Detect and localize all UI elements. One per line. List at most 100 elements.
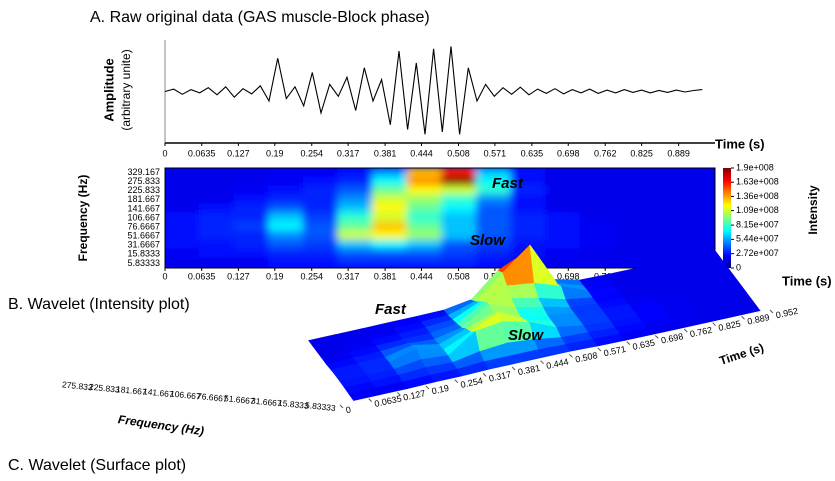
heat-cell <box>614 203 652 215</box>
heat-cell <box>165 168 201 179</box>
heat-cell <box>649 168 686 179</box>
heat-cell <box>337 185 374 197</box>
y-tick-label: 76.6667 <box>127 221 160 231</box>
heat-cell <box>579 230 617 242</box>
heat-cell <box>371 185 409 197</box>
heat-cell <box>475 230 513 242</box>
y-tick-label: 31.6667 <box>127 240 160 250</box>
heat-cell <box>545 239 582 251</box>
heat-cell <box>579 257 617 268</box>
heat-cell <box>302 212 340 224</box>
y-tick-label: 15.8333 <box>278 398 310 411</box>
surface-patch <box>727 304 761 318</box>
x-tick-label: 0.0635 <box>188 271 216 281</box>
heat-cell <box>614 221 652 233</box>
heat-cell <box>683 194 715 206</box>
heat-cell <box>510 230 548 242</box>
heat-cell <box>545 212 582 224</box>
x-tick-label: 0 <box>345 404 352 415</box>
y-tick-label: 225.833 <box>127 185 160 195</box>
heat-cell <box>579 248 617 260</box>
heat-cell <box>302 168 340 179</box>
heat-cell <box>475 203 513 215</box>
x-tick <box>712 322 716 327</box>
x-tick-label: 0.127 <box>402 388 426 402</box>
heat-cell <box>579 239 617 251</box>
heat-cell <box>510 185 548 197</box>
x-tick <box>482 373 487 377</box>
heat-cell <box>683 212 715 224</box>
heat-cell <box>267 230 305 242</box>
y-tick-label: 329.167 <box>127 167 160 177</box>
heat-cell <box>302 194 340 206</box>
heat-cell <box>406 221 444 233</box>
x-tick-label: 0.889 <box>746 312 770 326</box>
heat-cell <box>406 194 444 206</box>
x-tick-label: 0.635 <box>632 337 656 351</box>
heat-cell <box>579 221 617 233</box>
heat-cell <box>441 168 478 179</box>
heat-cell <box>614 230 652 242</box>
annotation: Fast <box>492 175 524 192</box>
heat-cell <box>649 248 686 260</box>
y-tick-label: 181.667 <box>127 194 160 204</box>
x-tick-label: 0.381 <box>374 148 397 158</box>
heat-cell <box>233 185 270 197</box>
x-tick-label: 0.444 <box>410 148 433 158</box>
heat-cell <box>579 212 617 224</box>
x-tick-label: 0.444 <box>545 357 569 371</box>
heat-cell <box>475 176 513 188</box>
heat-cell <box>406 168 444 179</box>
heat-cell <box>545 248 582 260</box>
heat-cell <box>198 212 236 224</box>
heat-cell <box>614 257 652 268</box>
heat-cell <box>614 176 652 188</box>
y-tick-label: 31.6667 <box>251 395 283 408</box>
x-tick <box>654 334 659 339</box>
heat-cell <box>337 239 374 251</box>
x-tick-label: 0 <box>162 271 167 281</box>
heat-cell <box>371 248 409 260</box>
y-tick-label: 51.6667 <box>224 393 256 406</box>
heat-cell <box>267 248 305 260</box>
x-tick-label: 0.127 <box>227 271 250 281</box>
x-tick-label: 0.317 <box>337 148 360 158</box>
heat-cell <box>233 212 270 224</box>
surface-patch <box>515 306 549 317</box>
y-tick-label: 275.833 <box>127 176 160 186</box>
heat-cell <box>510 168 548 179</box>
heat-cell <box>337 212 374 224</box>
heat-cell <box>165 239 201 251</box>
x-tick <box>425 385 430 390</box>
heat-cell <box>337 176 374 188</box>
x-label: Time (s) <box>782 273 832 288</box>
heat-cell <box>337 257 374 268</box>
panel-b: 329.167275.833225.833181.667141.667106.6… <box>8 162 832 313</box>
cell-group <box>165 168 715 268</box>
panel-c: 00.0635 0.127 0.19 0.254 0.317 0.381 0.444 0.50… <box>8 244 799 474</box>
plot-frame <box>164 167 716 269</box>
x-tick-label: 0.952 <box>775 306 799 320</box>
x-tick-label: 0.19 <box>266 271 284 281</box>
y-tick-label: 141.667 <box>127 203 160 213</box>
heat-cell <box>371 230 409 242</box>
y-tick-label: 5.83333 <box>127 258 160 268</box>
heat-cell <box>165 176 201 188</box>
heat-cell <box>475 239 513 251</box>
x-tick <box>397 391 401 396</box>
y-tick-label: 225.833 <box>89 382 121 395</box>
heat-cell <box>406 230 444 242</box>
heat-cell <box>510 221 548 233</box>
y-tick-label: 106.667 <box>170 388 202 401</box>
heat-cell <box>198 176 236 188</box>
x-tick-label: 0.254 <box>460 375 484 389</box>
x-tick <box>626 341 631 345</box>
heat-cell <box>371 168 409 179</box>
heat-cell <box>198 230 236 242</box>
heat-cell <box>198 168 236 179</box>
heat-cell <box>165 248 201 260</box>
heat-cell <box>510 203 548 215</box>
x-tick-label: 0.254 <box>300 148 323 158</box>
x-tick-label: 0.762 <box>689 325 713 339</box>
